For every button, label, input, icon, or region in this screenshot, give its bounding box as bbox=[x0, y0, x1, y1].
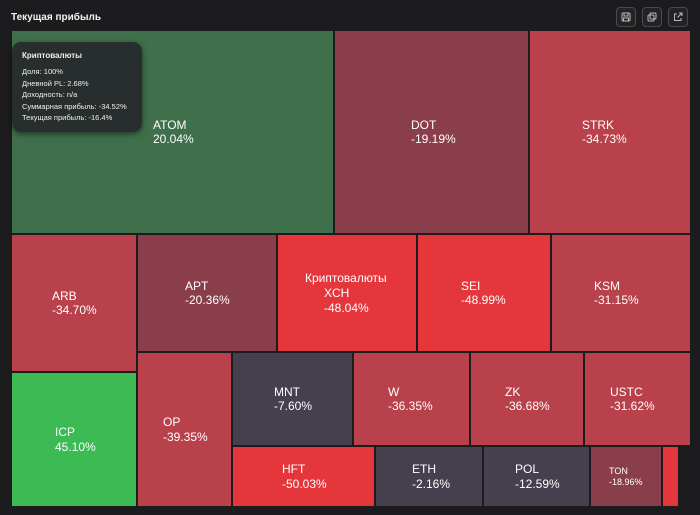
tooltip-daily-pl: Дневной PL: 2.68% bbox=[22, 78, 89, 88]
tile-strk[interactable]: STRK -34.73% bbox=[529, 30, 691, 234]
group-label: Криптовалюты bbox=[305, 270, 387, 285]
tile-ksm[interactable]: KSM -31.15% bbox=[551, 234, 691, 352]
tile-value: -31.62% bbox=[610, 399, 655, 413]
tile-name: ZK bbox=[505, 384, 521, 399]
tile-value: -20.36% bbox=[185, 293, 230, 307]
tile-eth[interactable]: ETH -2.16% bbox=[375, 446, 483, 507]
tile-ton[interactable]: TON -18.96% bbox=[590, 446, 662, 507]
tile-name: MNT bbox=[274, 384, 300, 399]
tile-value: -50.03% bbox=[282, 476, 327, 491]
tile-w[interactable]: W -36.35% bbox=[353, 352, 470, 446]
tile-name: ATOM bbox=[153, 117, 187, 132]
tooltip-share: Доля: 100% bbox=[22, 67, 63, 76]
hover-tooltip: Криптовалюты Доля: 100% Дневной PL: 2.68… bbox=[12, 42, 142, 132]
tile-mnt[interactable]: MNT -7.60% bbox=[232, 352, 353, 446]
tile-ustc[interactable]: USTC -31.62% bbox=[584, 352, 691, 446]
tile-value: -31.15% bbox=[594, 293, 639, 307]
tile-name: USTC bbox=[610, 384, 643, 399]
tile-xch[interactable]: Криптовалюты XCH -48.04% bbox=[277, 234, 417, 352]
tile-name: SEI bbox=[461, 278, 481, 293]
copy-button[interactable] bbox=[642, 7, 662, 27]
tile-name: HFT bbox=[282, 462, 306, 477]
tile-value: -34.73% bbox=[582, 132, 627, 146]
tile-value: -2.16% bbox=[412, 476, 451, 491]
tile-name: W bbox=[388, 384, 400, 399]
tile-value: -18.96% bbox=[609, 476, 643, 487]
tile-icp[interactable]: ICP 45.10% bbox=[11, 372, 137, 507]
tile-hft[interactable]: HFT -50.03% bbox=[232, 446, 375, 507]
treemap: ATOM 20.04% DOT -19.19% STRK -34.73% ARB -34… bbox=[11, 30, 691, 507]
tile-value: -7.60% bbox=[274, 399, 313, 413]
tile-name: ETH bbox=[412, 462, 436, 477]
tile-value: -39.35% bbox=[163, 429, 208, 444]
tile-name: TON bbox=[609, 465, 628, 476]
tile-value: 45.10% bbox=[55, 439, 96, 454]
tooltip-current-profit: Текущая прибыль: -16.4% bbox=[22, 113, 113, 122]
tile-arb[interactable]: ARB -34.70% bbox=[11, 234, 137, 372]
tooltip-title: Криптовалюты bbox=[22, 51, 82, 60]
tile-name: STRK bbox=[582, 117, 615, 132]
external-link-icon bbox=[674, 12, 683, 21]
tile-pol[interactable]: POL -12.59% bbox=[483, 446, 590, 507]
copy-icon bbox=[647, 12, 657, 22]
tile-name: XCH bbox=[324, 286, 350, 301]
tile-value: -48.04% bbox=[324, 300, 369, 315]
tile-name: OP bbox=[163, 415, 181, 430]
open-external-button[interactable] bbox=[668, 7, 688, 27]
save-button[interactable] bbox=[616, 7, 636, 27]
tile-name: POL bbox=[515, 462, 540, 477]
tile-dot[interactable]: DOT -19.19% bbox=[334, 30, 529, 234]
tile-apt[interactable]: APT -20.36% bbox=[137, 234, 277, 352]
panel-toolbar bbox=[616, 7, 688, 27]
tile-name: DOT bbox=[411, 117, 437, 132]
tile-value: -48.99% bbox=[461, 293, 506, 307]
tile-value: -34.70% bbox=[52, 303, 97, 317]
tile-zk[interactable]: ZK -36.68% bbox=[470, 352, 584, 446]
tile-name: ICP bbox=[55, 425, 76, 440]
tile-value: -36.35% bbox=[388, 399, 433, 413]
tile-name: KSM bbox=[594, 278, 621, 293]
tile-name: ARB bbox=[52, 288, 77, 303]
tooltip-total-profit: Суммарная прибыль: -34.52% bbox=[22, 101, 127, 111]
tile-unlabeled[interactable] bbox=[662, 446, 679, 507]
tile-op[interactable]: OP -39.35% bbox=[137, 352, 232, 507]
panel-title: Текущая прибыль bbox=[11, 12, 101, 23]
tile-sei[interactable]: SEI -48.99% bbox=[417, 234, 551, 352]
tile-value: -19.19% bbox=[411, 132, 456, 146]
save-icon bbox=[621, 12, 631, 22]
tile-name: APT bbox=[185, 278, 209, 293]
tile-value: -12.59% bbox=[515, 476, 560, 491]
tooltip-yield: Доходность: n/a bbox=[22, 90, 78, 99]
tile-value: -36.68% bbox=[505, 399, 550, 413]
tile-value: 20.04% bbox=[153, 132, 194, 146]
